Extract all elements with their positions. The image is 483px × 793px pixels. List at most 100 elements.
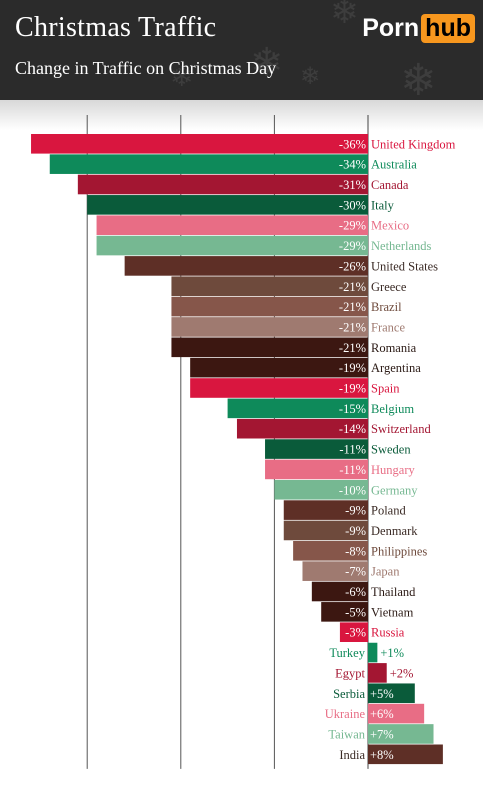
bar (227, 398, 368, 419)
bar (96, 215, 368, 235)
snowflake-icon: ❄ (170, 60, 194, 93)
category-label: United States (371, 259, 438, 273)
category-label: Greece (371, 280, 407, 294)
bar (171, 276, 368, 297)
data-label: +5% (370, 687, 394, 701)
category-label: Vietnam (371, 605, 414, 619)
category-label: Thailand (371, 585, 416, 599)
data-label: -21% (339, 341, 366, 355)
bar (77, 174, 368, 195)
bar (265, 459, 368, 480)
bar (274, 479, 368, 500)
category-label: India (339, 748, 365, 762)
category-label: Philippines (371, 544, 427, 558)
data-label: -31% (339, 178, 366, 192)
data-label: +2% (390, 666, 414, 680)
category-label: United Kingdom (371, 137, 456, 151)
bar (321, 602, 368, 622)
data-label: -21% (339, 320, 366, 334)
data-label: -6% (345, 585, 366, 599)
bar (368, 683, 415, 704)
data-label: -30% (339, 198, 366, 212)
category-label: Russia (371, 626, 405, 640)
category-label: Australia (371, 158, 417, 172)
bar (283, 520, 368, 541)
bar (236, 418, 368, 439)
category-label: Brazil (371, 300, 402, 314)
bar (31, 134, 368, 154)
bar (49, 154, 368, 174)
category-label: Denmark (371, 524, 418, 538)
snowflake-icon: ❄ (400, 55, 437, 100)
category-label: Belgium (371, 402, 414, 416)
category-label: Turkey (329, 646, 365, 660)
bar (171, 337, 368, 358)
category-label: Taiwan (328, 727, 365, 741)
data-label: -7% (345, 565, 366, 579)
bar (190, 357, 368, 378)
data-label: -9% (345, 524, 366, 538)
category-label: Argentina (371, 361, 421, 375)
category-label: Japan (371, 565, 400, 579)
data-label: -36% (339, 137, 366, 151)
data-label: -21% (339, 300, 366, 314)
data-label: -29% (339, 239, 366, 253)
bar (96, 235, 368, 256)
bar (368, 663, 387, 683)
category-label: Switzerland (371, 422, 431, 436)
data-label: -3% (345, 626, 366, 640)
data-label: -14% (339, 422, 366, 436)
bar (265, 439, 368, 459)
chart-title: Christmas Traffic (15, 12, 217, 43)
data-label: -26% (339, 259, 366, 273)
category-label: Canada (371, 178, 409, 192)
bar (190, 378, 368, 398)
category-label: Spain (371, 382, 400, 396)
header-banner: ❄ ❄ ❄ ❄ ❄ Christmas Traffic Change in Tr… (0, 0, 483, 100)
category-label: Netherlands (371, 239, 432, 253)
category-label: Mexico (371, 219, 409, 233)
data-label: -21% (339, 280, 366, 294)
category-label: France (371, 320, 405, 334)
data-label: +7% (370, 727, 394, 741)
chart-subtitle: Change in Traffic on Christmas Day (15, 58, 277, 78)
category-label: Egypt (335, 666, 365, 680)
category-label: Italy (371, 198, 395, 212)
category-label: Serbia (333, 687, 365, 701)
bar (311, 581, 368, 602)
category-label: Poland (371, 504, 406, 518)
category-label: Germany (371, 483, 418, 497)
bar (293, 541, 368, 561)
data-label: +6% (370, 707, 394, 721)
data-label: -10% (339, 483, 366, 497)
snowflake-icon: ❄ (250, 40, 284, 86)
data-label: -19% (339, 382, 366, 396)
header-shadow (0, 100, 483, 130)
data-label: -29% (339, 219, 366, 233)
snowflake-icon: ❄ (330, 0, 359, 32)
logo-text-left: Porn (362, 14, 420, 42)
bar (171, 296, 368, 317)
bar (171, 317, 368, 337)
data-label: -9% (345, 504, 366, 518)
data-label: -8% (345, 544, 366, 558)
data-label: -34% (339, 158, 366, 172)
category-label: Romania (371, 341, 417, 355)
snowflake-icon: ❄ (300, 62, 321, 90)
bar (368, 642, 378, 663)
data-label: -5% (345, 605, 366, 619)
bar (368, 703, 425, 724)
data-label: -15% (339, 402, 366, 416)
data-label: -19% (339, 361, 366, 375)
bar (368, 724, 434, 744)
bar (302, 561, 368, 581)
bar (339, 622, 368, 642)
bar (124, 256, 368, 276)
bar (87, 195, 368, 215)
data-label: +1% (380, 646, 404, 660)
bar (368, 744, 443, 765)
category-label: Ukraine (325, 707, 366, 721)
data-label: -11% (339, 443, 366, 457)
brand-logo: Porn hub (362, 14, 475, 43)
